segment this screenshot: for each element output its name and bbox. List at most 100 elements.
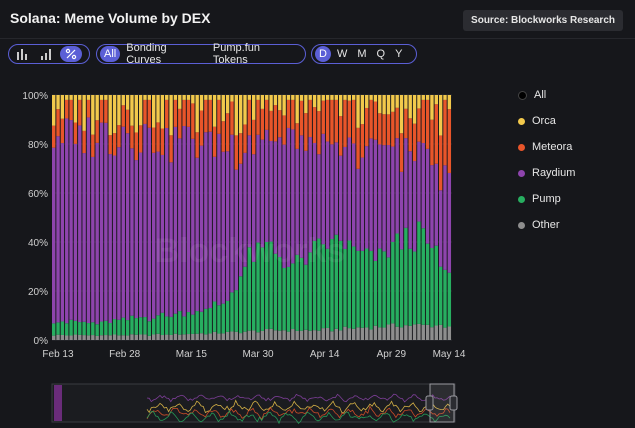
- bar-segment-raydium[interactable]: [299, 135, 304, 258]
- navigator-handle[interactable]: [449, 395, 458, 411]
- bar-segment-raydium[interactable]: [269, 140, 273, 242]
- bar-segment-other[interactable]: [243, 331, 247, 340]
- bar-segment-meteora[interactable]: [434, 104, 438, 164]
- bar-segment-orca[interactable]: [230, 95, 234, 102]
- bar-segment-pump[interactable]: [447, 272, 452, 327]
- bar-segment-raydium[interactable]: [221, 151, 225, 304]
- bar-segment-other[interactable]: [308, 330, 312, 340]
- bar-segment-pump[interactable]: [234, 290, 238, 332]
- bar-segment-pump[interactable]: [295, 254, 299, 331]
- bar-segment-meteora[interactable]: [343, 99, 347, 147]
- bar-segment-raydium[interactable]: [417, 141, 421, 222]
- bar-segment-raydium[interactable]: [421, 143, 425, 229]
- bar-segment-orca[interactable]: [243, 95, 247, 125]
- bar-segment-meteora[interactable]: [278, 110, 282, 138]
- bar-segment-meteora[interactable]: [147, 99, 152, 128]
- bar-segment-orca[interactable]: [304, 95, 308, 114]
- bar-segment-orca[interactable]: [86, 95, 91, 100]
- bar-segment-other[interactable]: [212, 331, 217, 340]
- bar-segment-other[interactable]: [334, 328, 338, 340]
- bar-segment-pump[interactable]: [178, 311, 182, 335]
- bar-segment-raydium[interactable]: [325, 141, 330, 249]
- bar-segment-meteora[interactable]: [265, 99, 269, 130]
- bar-segment-other[interactable]: [204, 334, 208, 340]
- bar-segment-orca[interactable]: [330, 95, 334, 100]
- bar-segment-meteora[interactable]: [286, 99, 291, 128]
- sorted-bar-icon[interactable]: [36, 46, 58, 62]
- bar-segment-other[interactable]: [291, 329, 295, 340]
- bar-segment-pump[interactable]: [56, 322, 60, 335]
- bar-segment-orca[interactable]: [212, 95, 217, 127]
- bar-segment-pump[interactable]: [299, 257, 304, 331]
- filter-all-button[interactable]: All: [100, 46, 121, 62]
- bar-segment-raydium[interactable]: [312, 142, 317, 241]
- bar-segment-pump[interactable]: [352, 246, 356, 329]
- bar-segment-orca[interactable]: [295, 95, 299, 124]
- bar-segment-raydium[interactable]: [343, 146, 347, 249]
- bar-segment-orca[interactable]: [382, 95, 386, 115]
- bar-segment-other[interactable]: [52, 335, 56, 340]
- bar-segment-raydium[interactable]: [121, 126, 125, 318]
- bar-segment-other[interactable]: [121, 335, 125, 340]
- bar-segment-meteora[interactable]: [152, 127, 156, 153]
- bar-segment-meteora[interactable]: [447, 109, 452, 173]
- bar-segment-meteora[interactable]: [56, 109, 60, 137]
- bar-segment-raydium[interactable]: [238, 163, 243, 277]
- bar-segment-orca[interactable]: [91, 95, 95, 135]
- bar-segment-pump[interactable]: [438, 266, 443, 325]
- bar-segment-meteora[interactable]: [69, 99, 73, 121]
- navigator[interactable]: [51, 383, 458, 425]
- bar-segment-pump[interactable]: [204, 308, 208, 335]
- bar-segment-orca[interactable]: [386, 95, 391, 115]
- bar-segment-orca[interactable]: [286, 95, 291, 100]
- bar-segment-pump[interactable]: [152, 318, 156, 335]
- bar-segment-raydium[interactable]: [78, 125, 82, 323]
- bar-segment-raydium[interactable]: [365, 146, 369, 249]
- bar-segment-other[interactable]: [447, 326, 452, 340]
- bar-segment-meteora[interactable]: [325, 99, 330, 142]
- bar-segment-raydium[interactable]: [291, 129, 295, 264]
- bar-segment-raydium[interactable]: [278, 137, 282, 258]
- bar-segment-raydium[interactable]: [356, 168, 360, 251]
- bar-segment-other[interactable]: [173, 333, 178, 340]
- bar-segment-raydium[interactable]: [360, 157, 365, 251]
- bar-segment-raydium[interactable]: [108, 154, 112, 323]
- bar-segment-meteora[interactable]: [299, 100, 304, 136]
- bar-segment-pump[interactable]: [91, 322, 95, 336]
- bar-segment-pump[interactable]: [169, 316, 173, 335]
- bar-segment-pump[interactable]: [195, 311, 199, 334]
- bar-segment-orca[interactable]: [438, 95, 443, 136]
- bar-segment-meteora[interactable]: [273, 105, 278, 142]
- bar-segment-orca[interactable]: [73, 95, 78, 123]
- legend-item-orca[interactable]: Orca: [518, 108, 575, 134]
- bar-segment-meteora[interactable]: [391, 111, 395, 147]
- bar-segment-other[interactable]: [56, 334, 60, 340]
- bar-segment-meteora[interactable]: [260, 108, 265, 140]
- bar-segment-other[interactable]: [404, 325, 408, 340]
- bar-segment-orca[interactable]: [325, 95, 330, 100]
- bar-segment-orca[interactable]: [112, 95, 117, 134]
- bar-segment-orca[interactable]: [338, 95, 343, 117]
- bar-segment-raydium[interactable]: [430, 165, 434, 248]
- bar-segment-orca[interactable]: [52, 95, 56, 126]
- bar-segment-raydium[interactable]: [169, 162, 173, 317]
- bar-segment-raydium[interactable]: [369, 138, 373, 251]
- bar-segment-raydium[interactable]: [152, 152, 156, 319]
- bar-segment-raydium[interactable]: [378, 144, 382, 249]
- bar-segment-orca[interactable]: [152, 95, 156, 128]
- bar-segment-pump[interactable]: [421, 228, 425, 325]
- bar-segment-orca[interactable]: [143, 95, 147, 100]
- bar-segment-raydium[interactable]: [60, 143, 65, 322]
- bar-segment-meteora[interactable]: [360, 124, 365, 158]
- bar-segment-raydium[interactable]: [252, 154, 256, 262]
- bar-segment-other[interactable]: [78, 334, 82, 340]
- bar-segment-raydium[interactable]: [112, 155, 117, 320]
- bar-segment-meteora[interactable]: [91, 134, 95, 157]
- bar-segment-other[interactable]: [369, 329, 373, 340]
- bar-segment-orca[interactable]: [373, 95, 378, 102]
- bar-segment-pump[interactable]: [182, 316, 186, 335]
- bar-segment-meteora[interactable]: [108, 135, 112, 155]
- bar-segment-meteora[interactable]: [443, 99, 447, 166]
- navigator-handle[interactable]: [425, 395, 434, 411]
- bar-segment-other[interactable]: [325, 327, 330, 340]
